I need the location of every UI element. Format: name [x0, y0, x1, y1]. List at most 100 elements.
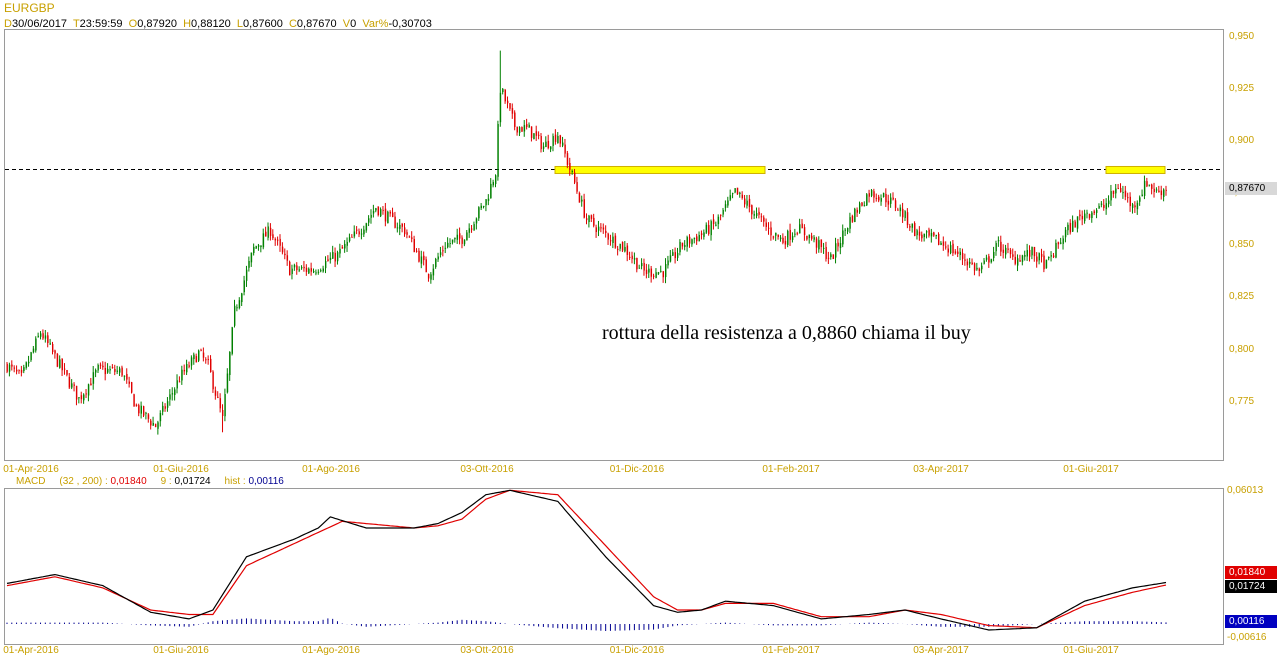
candle-body [530, 126, 533, 138]
candle-body [449, 243, 451, 245]
candle-body [346, 241, 348, 246]
candle-body [724, 204, 727, 208]
candle-body [425, 259, 427, 273]
candle-body [32, 348, 35, 353]
candle-body [700, 233, 703, 235]
candle-body [617, 248, 619, 250]
candle-body [193, 354, 195, 360]
candle-body [1064, 229, 1067, 238]
candle-body [181, 369, 183, 381]
candle-body [353, 231, 356, 237]
candle-body [662, 271, 665, 278]
candle-body [851, 215, 854, 222]
candle-body [1136, 202, 1139, 210]
candle-body [87, 384, 90, 396]
candle-body [1163, 189, 1165, 197]
candle-body [942, 241, 945, 246]
candle-body [260, 245, 262, 248]
candle-body [54, 350, 56, 354]
candle-body [554, 134, 557, 142]
candle-body [415, 250, 418, 252]
candle-body [870, 190, 873, 196]
x-tick: 01-Ago-2016 [302, 645, 360, 656]
candle-body [688, 236, 691, 244]
candle-body [406, 232, 408, 235]
candle-body [1146, 181, 1148, 187]
candle-body [1105, 203, 1108, 210]
candle-body [823, 247, 825, 249]
candle-body [691, 239, 693, 245]
candle-body [205, 359, 207, 361]
candle-body [535, 131, 538, 136]
candle-body [128, 381, 131, 384]
candle-body [116, 370, 119, 372]
low-value: 0,87600 [243, 18, 283, 30]
candle-body [926, 231, 928, 233]
price-panel[interactable] [4, 29, 1224, 461]
candle-body [198, 350, 200, 361]
candle-body [293, 265, 296, 268]
candle-body [1155, 189, 1158, 191]
candle-body [839, 243, 842, 249]
x-tick: 01-Giu-2017 [1063, 464, 1119, 475]
candle-body [964, 259, 966, 261]
candle-body [808, 234, 811, 239]
candle-body [550, 146, 552, 150]
candle-body [586, 218, 588, 221]
candle-body [162, 405, 164, 412]
candle-body [894, 200, 897, 208]
resistance-highlight-2 [1105, 165, 1166, 174]
candle-body [83, 394, 85, 401]
candle-body [1050, 255, 1052, 257]
candle-body [1074, 221, 1076, 228]
macd-params: (32 , 200) : [59, 476, 108, 487]
time-key: T [72, 18, 80, 30]
candle-body [380, 209, 382, 217]
candle-body [873, 191, 875, 198]
candle-body [37, 335, 40, 337]
candle-body [1057, 242, 1060, 245]
candle-body [794, 233, 796, 235]
candle-body [1002, 249, 1005, 253]
candle-body [772, 236, 775, 238]
candle-body [672, 252, 674, 256]
candle-body [212, 371, 214, 390]
candle-body [746, 200, 748, 206]
candle-body [243, 280, 245, 293]
candle-body [427, 273, 430, 279]
x-tick: 01-Dic-2016 [609, 464, 665, 475]
candle-body [1012, 254, 1014, 257]
candle-body [916, 230, 918, 236]
candle-body [914, 223, 916, 237]
x-tick: 01-Giu-2016 [153, 464, 209, 475]
candle-body [66, 370, 68, 375]
candle-body [1112, 190, 1115, 194]
candle-body [811, 235, 813, 239]
macd-panel[interactable] [4, 488, 1224, 645]
candle-body [600, 227, 602, 229]
ohlc-header: D30/06/2017 T23:59:59 O0,87920 H0,88120 … [4, 17, 432, 31]
candle-body [478, 207, 480, 219]
candle-body [626, 245, 629, 255]
candle-body [1005, 247, 1007, 255]
candle-body [145, 412, 147, 414]
candle-body [222, 409, 224, 416]
x-tick: 01-Ago-2016 [302, 464, 360, 475]
candle-body [854, 208, 856, 222]
candle-body [674, 252, 677, 259]
candle-body [42, 333, 44, 339]
candle-body [801, 223, 803, 229]
candle-body [231, 327, 233, 354]
candle-body [56, 353, 59, 367]
candle-body [629, 256, 631, 258]
candle-body [921, 234, 923, 239]
candle-body [317, 271, 320, 273]
candle-body [569, 162, 571, 170]
candle-body [1129, 196, 1131, 207]
symbol-title: EURGBP [4, 1, 55, 15]
candle-body [363, 229, 365, 235]
candle-body [13, 367, 16, 369]
candle-body [753, 214, 756, 216]
candle-body [511, 108, 514, 114]
